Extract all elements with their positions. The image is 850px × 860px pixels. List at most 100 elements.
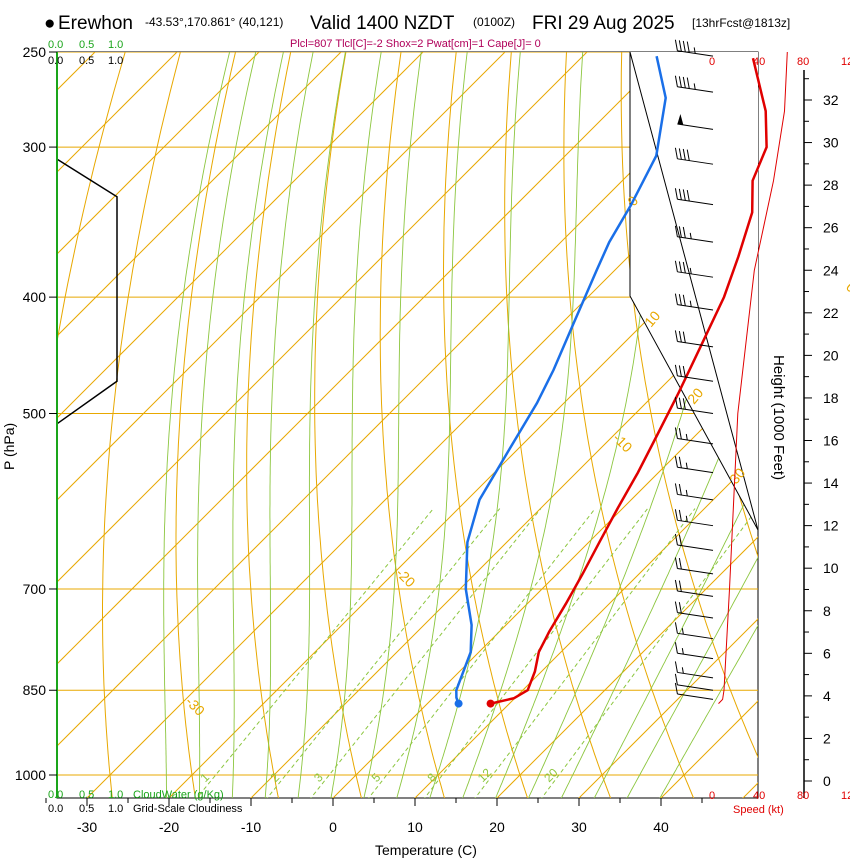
isotherm-10 [414, 454, 758, 798]
wind-barb-half [689, 232, 692, 239]
height-tick-label: 26 [823, 220, 839, 236]
wind-barb-full [674, 533, 678, 546]
isotherm--20 [168, 208, 758, 798]
height-tick-label: 14 [823, 475, 839, 491]
wind-barb-staff [677, 684, 714, 691]
location-bullet: ● [44, 13, 55, 34]
wind-barb-half [693, 47, 696, 54]
wind-barb-staff [677, 50, 714, 57]
location-name: Erewhon [58, 13, 133, 34]
temperature-tick-label: 10 [407, 819, 423, 835]
isotherm--50 [57, 52, 670, 665]
surface-dewpoint-marker [454, 699, 463, 708]
wind-barb-full [686, 189, 690, 202]
height-tick-label: 28 [823, 177, 839, 193]
cloud-scale-top: 0.0 0.5 1.0 0.0 0.5 1.0 [48, 39, 123, 67]
isotherm--10 [250, 290, 758, 798]
wind-barb-full [678, 509, 682, 521]
wind-barb-full [678, 188, 682, 200]
valid-time: Valid 1400 NZDT [310, 13, 455, 34]
moist-adiabat-16 [462, 52, 584, 798]
height-tick-label: 8 [823, 603, 831, 619]
moist-adiabat--8 [264, 52, 314, 798]
mixing-ratio-20 [541, 508, 758, 798]
isotherm-label: -20 [393, 565, 419, 591]
isotherm-label: -10 [610, 430, 636, 456]
wind-speed-tick-bottom: 40 [753, 790, 765, 802]
wind-barb-full [674, 682, 678, 695]
wind-barb-half [685, 433, 688, 441]
wind-barb-full [678, 534, 682, 546]
wind-barb-staff [677, 693, 714, 700]
wind-barb-full [674, 188, 678, 200]
wind-barb-staff [677, 544, 714, 551]
wind-speed-label: Speed (kt) [733, 804, 784, 816]
temperature-tick-label: 0 [329, 819, 337, 835]
dry-adiabat-80 [787, 52, 850, 800]
wind-barb-half [681, 628, 684, 635]
temperature-tick-label: 20 [489, 819, 505, 835]
temperature-tick-label: 40 [653, 819, 669, 835]
wind-barb-staff [677, 632, 714, 640]
moist-adiabat-36 [626, 556, 758, 798]
wind-barb-full [674, 456, 678, 468]
cloud-water-scale-bottom-0: 0.0 [48, 789, 63, 801]
wind-barb [674, 673, 714, 691]
dry-adiabat-10 [379, 52, 445, 798]
wind-barb-full [678, 261, 682, 273]
wind-barb-full [678, 226, 682, 238]
wind-barb-full [686, 41, 690, 53]
wind-barb [674, 642, 714, 660]
mixing-ratio-label: 12 [475, 765, 495, 785]
cloudiness-scale-bottom-1: 0.5 [79, 803, 94, 815]
wind-barb-staff [677, 493, 714, 501]
wind-barb-half [685, 462, 688, 469]
moist-adiabat--20 [163, 52, 231, 798]
mixing-ratio-8 [424, 508, 649, 798]
wind-barb-staff [677, 158, 714, 165]
isotherm-lines [57, 52, 758, 798]
isotherm--40 [57, 52, 752, 747]
temperature-axis-label: Temperature (C) [375, 842, 477, 858]
wind-barb-full [674, 622, 678, 634]
wind-barb-staff [677, 590, 714, 597]
cloud-water-scale-0: 0.0 [48, 39, 63, 51]
pressure-tick-label: 1000 [15, 767, 46, 783]
wind-barb [674, 533, 714, 551]
wind-barb-full [674, 673, 678, 685]
dry-adiabat-90 [842, 52, 850, 800]
height-tick-label: 24 [823, 262, 839, 278]
location-coords: -43.53°,170.861° (40,121) [145, 15, 283, 29]
pressure-axis-label: P (hPa) [1, 423, 17, 470]
temperature-tick-label: -20 [159, 819, 179, 835]
temperature-tick-label: -10 [241, 819, 261, 835]
isotherm-label: -30 [183, 693, 209, 719]
wind-barb [674, 260, 714, 278]
moist-adiabat-12 [429, 52, 521, 798]
height-tick-label: 2 [823, 730, 831, 746]
wind-speed-tick-bottom: 120 [841, 790, 850, 802]
wind-barb [674, 75, 714, 93]
height-tick-label: 4 [823, 688, 831, 704]
isotherm--100 [57, 52, 260, 255]
wind-barb-full [674, 397, 678, 409]
wind-barb-full [674, 39, 678, 51]
wind-barb-staff [677, 86, 714, 93]
wind-barb-full [682, 189, 686, 201]
wind-barb-full [682, 398, 686, 410]
wind-barb [674, 622, 714, 640]
wind-barb-full [674, 601, 678, 613]
forecast-info: [13hrFcst@1813z] [692, 16, 790, 30]
temperature-ticks: -30 -20 -10 0 10 20 30 40 [45, 798, 703, 835]
mixing-ratio-label: 20 [541, 765, 561, 785]
parcel-parameters: Plcl=807 Tlcl[C]=-2 Shox=2 Pwat[cm]=1 Ca… [290, 38, 541, 50]
wind-panel-boundary [629, 51, 759, 531]
wind-barb [674, 364, 714, 382]
cloud-legend-bottom: 0.0 0.5 1.0 CloudWater (g/Kg) 0.0 0.5 1.… [48, 789, 243, 815]
height-tick-label: 6 [823, 645, 831, 661]
wind-barb-staff [677, 304, 714, 311]
wind-barb-flag [677, 114, 684, 125]
wind-barb [674, 188, 714, 206]
valid-date: FRI 29 Aug 2025 [532, 13, 675, 34]
wind-barb [674, 293, 714, 311]
